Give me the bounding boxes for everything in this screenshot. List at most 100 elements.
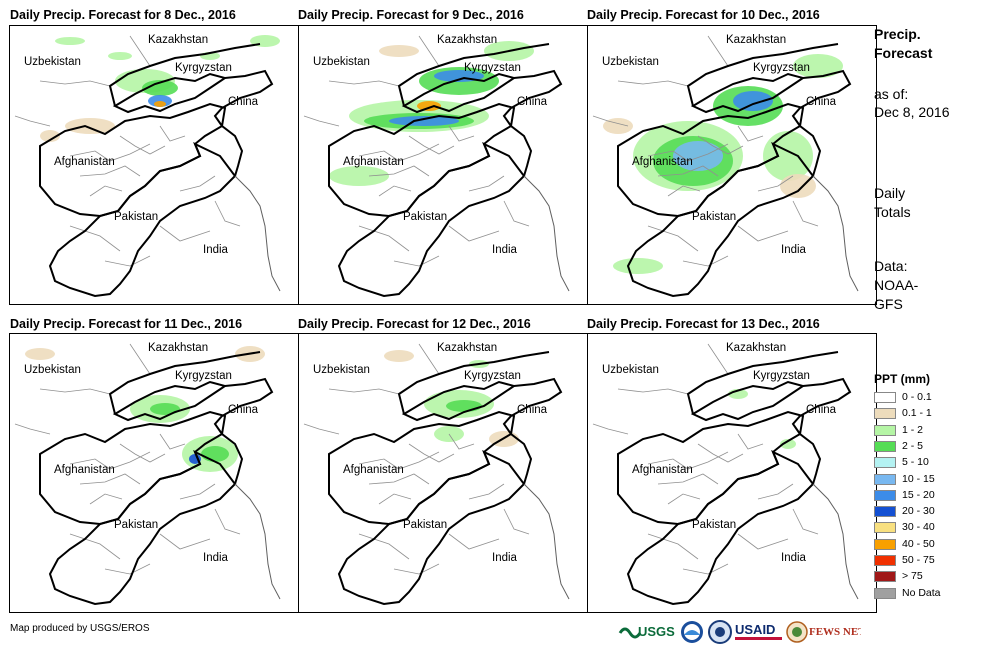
admin-boundary <box>448 433 475 450</box>
precip-area <box>446 400 482 412</box>
map-label-india: India <box>492 244 517 256</box>
legend-swatch <box>874 424 896 436</box>
admin-boundary <box>792 508 819 535</box>
country-boundary <box>812 483 859 600</box>
admin-boundary <box>358 451 440 470</box>
admin-boundary <box>418 343 440 375</box>
admin-boundary <box>179 483 216 500</box>
credit-text: Map produced by USGS/EROS <box>10 623 150 634</box>
legend-label: No Data <box>902 586 941 599</box>
country-boundary <box>686 351 839 415</box>
map-label-kazakhstan: Kazakhstan <box>726 34 787 46</box>
country-boundary <box>48 449 237 606</box>
fews-net-logo: FEWS NET <box>786 619 866 645</box>
legend-label: 5 - 10 <box>902 456 929 469</box>
precip-area <box>417 101 441 111</box>
panel-title-3: Daily Precip. Forecast for 10 Dec., 2016 <box>587 8 820 22</box>
admin-boundary <box>129 35 151 67</box>
admin-boundary <box>647 533 699 560</box>
svg-text:FEWS NET: FEWS NET <box>809 626 861 638</box>
admin-boundary <box>737 533 789 550</box>
precip-area <box>150 403 180 415</box>
precip-area <box>384 350 414 362</box>
admin-boundary <box>757 483 794 500</box>
precip-area <box>40 130 60 142</box>
admin-boundary <box>617 80 689 87</box>
legend-swatch <box>874 555 896 566</box>
admin-boundary <box>707 343 729 375</box>
country-boundary <box>112 72 228 114</box>
map-label-afghanistan: Afghanistan <box>54 156 115 168</box>
forecast-map-dec-9: Kazakhstan Uzbekistan Kyrgyzstan China Afgha… <box>298 25 588 305</box>
map-label-uzbekistan: Uzbekistan <box>602 56 659 68</box>
country-boundary <box>686 43 839 107</box>
legend-label: 50 - 75 <box>902 554 935 566</box>
admin-boundary <box>104 563 151 575</box>
map-label-pakistan: Pakistan <box>114 211 159 223</box>
precip-area <box>763 131 813 181</box>
country-boundary <box>112 380 228 422</box>
map-label-pakistan: Pakistan <box>114 519 159 531</box>
map-label-china: China <box>228 96 259 108</box>
legend-swatch <box>874 440 896 452</box>
country-boundary <box>502 69 563 177</box>
admin-boundary <box>408 443 455 463</box>
admin-boundary <box>303 115 340 127</box>
dhs-seal-logo <box>708 619 732 645</box>
precip-area <box>65 118 115 134</box>
map-canvas <box>14 343 281 606</box>
legend-label: 2 - 5 <box>902 439 924 452</box>
map-label-india: India <box>781 244 806 256</box>
map-label-china: China <box>806 404 837 416</box>
country-boundary <box>234 175 281 292</box>
country-boundary <box>337 141 526 298</box>
admin-boundary <box>358 225 410 252</box>
country-boundary <box>791 69 852 177</box>
panel-title-1: Daily Precip. Forecast for 8 Dec., 2016 <box>10 8 236 22</box>
admin-boundary <box>119 135 166 155</box>
daily-label: Daily <box>874 185 906 201</box>
map-label-kyrgyzstan: Kyrgyzstan <box>464 62 521 74</box>
map-label-afghanistan: Afghanistan <box>632 156 693 168</box>
admin-boundary <box>737 125 764 142</box>
country-boundary <box>502 377 563 485</box>
precip-area <box>603 118 633 134</box>
admin-boundary <box>448 533 500 550</box>
side-title-line1: Precip. <box>874 26 921 42</box>
admin-boundary <box>378 185 412 197</box>
legend-label: 1 - 2 <box>902 423 924 436</box>
precip-area <box>142 80 178 96</box>
admin-boundary <box>14 115 51 127</box>
admin-boundary <box>89 185 123 197</box>
admin-boundary <box>159 433 186 450</box>
map-canvas <box>14 35 281 298</box>
legend-swatch <box>874 392 896 403</box>
admin-boundary <box>737 225 789 242</box>
admin-boundary <box>503 508 530 535</box>
precip-area <box>673 141 723 171</box>
country-boundary <box>397 351 550 415</box>
precip-area <box>25 348 55 360</box>
admin-boundary <box>159 125 186 142</box>
admin-boundary <box>328 80 400 87</box>
precip-area <box>733 91 773 111</box>
country-boundary <box>234 483 281 600</box>
forecast-map-dec-10: Kazakhstan Uzbekistan Kyrgyzstan China Afgha… <box>587 25 877 305</box>
legend-label: 10 - 15 <box>902 472 935 485</box>
map-label-india: India <box>203 552 228 564</box>
admin-boundary <box>468 175 505 192</box>
admin-boundary <box>69 451 151 470</box>
country-boundary <box>401 380 517 422</box>
admin-boundary <box>69 225 121 252</box>
panel-title-2: Daily Precip. Forecast for 9 Dec., 2016 <box>298 8 524 22</box>
admin-boundary <box>159 533 211 550</box>
map-label-afghanistan: Afghanistan <box>632 464 693 476</box>
forecast-map-dec-12: Kazakhstan Uzbekistan Kyrgyzstan China Afgha… <box>298 333 588 613</box>
precip-area <box>201 446 229 462</box>
map-canvas <box>303 343 570 606</box>
admin-boundary <box>697 135 744 155</box>
precip-area <box>793 54 843 78</box>
forecast-map-dec-11: Kazakhstan Uzbekistan Kyrgyzstan China Afgha… <box>9 333 299 613</box>
admin-boundary <box>707 35 729 67</box>
map-label-uzbekistan: Uzbekistan <box>313 56 370 68</box>
